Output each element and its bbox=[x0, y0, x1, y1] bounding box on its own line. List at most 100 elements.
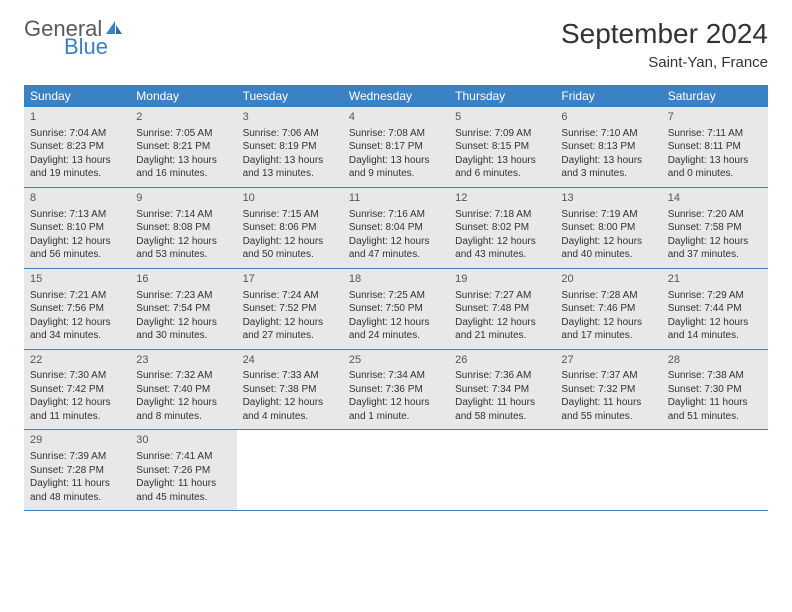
sunrise-line: Sunrise: 7:15 AM bbox=[243, 208, 337, 222]
daylight-line: Daylight: 12 hours and 11 minutes. bbox=[30, 396, 124, 423]
sunset-line: Sunset: 7:42 PM bbox=[30, 383, 124, 397]
day-cell: 8Sunrise: 7:13 AMSunset: 8:10 PMDaylight… bbox=[24, 188, 130, 268]
sunset-line: Sunset: 8:13 PM bbox=[561, 140, 655, 154]
daylight-line: Daylight: 12 hours and 56 minutes. bbox=[30, 235, 124, 262]
calendar-week: 1Sunrise: 7:04 AMSunset: 8:23 PMDaylight… bbox=[24, 107, 768, 188]
day-cell: 18 Sunrise: 7:25 AMSunset: 7:50 PMDayligh… bbox=[343, 269, 449, 349]
day-header: Wednesday bbox=[343, 85, 449, 107]
day-cell: 25Sunrise: 7:34 AMSunset: 7:36 PMDayligh… bbox=[343, 350, 449, 430]
sunrise-line: Sunrise: 7:30 AM bbox=[30, 369, 124, 383]
daylight-line: Daylight: 12 hours and 24 minutes. bbox=[349, 316, 443, 343]
day-number: 30 bbox=[136, 433, 230, 448]
day-cell: 27Sunrise: 7:37 AMSunset: 7:32 PMDayligh… bbox=[555, 350, 661, 430]
header: GeneralBlue September 2024 Saint-Yan, Fr… bbox=[24, 18, 768, 71]
sunrise-line: Sunrise: 7:21 AM bbox=[30, 289, 124, 303]
sunset-line: Sunset: 7:38 PM bbox=[243, 383, 337, 397]
month-title: September 2024 bbox=[561, 18, 768, 50]
day-number: 14 bbox=[668, 191, 762, 206]
sunrise-line: Sunrise: 7:34 AM bbox=[349, 369, 443, 383]
day-cell: 26Sunrise: 7:36 AMSunset: 7:34 PMDayligh… bbox=[449, 350, 555, 430]
sunset-line: Sunset: 7:34 PM bbox=[455, 383, 549, 397]
sunset-line: Sunset: 8:15 PM bbox=[455, 140, 549, 154]
sunrise-line: Sunrise: 7:16 AM bbox=[349, 208, 443, 222]
sunset-line: Sunset: 7:44 PM bbox=[668, 302, 762, 316]
day-cell: 5Sunrise: 7:09 AMSunset: 8:15 PMDaylight… bbox=[449, 107, 555, 187]
calendar: SundayMondayTuesdayWednesdayThursdayFrid… bbox=[24, 85, 768, 511]
day-cell: 14Sunrise: 7:20 AMSunset: 7:58 PMDayligh… bbox=[662, 188, 768, 268]
day-number: 16 bbox=[136, 272, 230, 287]
daylight-line: Daylight: 13 hours and 6 minutes. bbox=[455, 154, 549, 181]
title-block: September 2024 Saint-Yan, France bbox=[561, 18, 768, 71]
day-cell: 11Sunrise: 7:16 AMSunset: 8:04 PMDayligh… bbox=[343, 188, 449, 268]
day-cell: 30Sunrise: 7:41 AMSunset: 7:26 PMDayligh… bbox=[130, 430, 236, 510]
sunset-line: Sunset: 8:17 PM bbox=[349, 140, 443, 154]
sunrise-line: Sunrise: 7:11 AM bbox=[668, 127, 762, 141]
day-number: 22 bbox=[30, 353, 124, 368]
daylight-line: Daylight: 11 hours and 48 minutes. bbox=[30, 477, 124, 504]
sunrise-line: Sunrise: 7:38 AM bbox=[668, 369, 762, 383]
day-header: Sunday bbox=[24, 85, 130, 107]
day-cell: 19Sunrise: 7:27 AMSunset: 7:48 PMDayligh… bbox=[449, 269, 555, 349]
sunset-line: Sunset: 7:30 PM bbox=[668, 383, 762, 397]
day-number: 19 bbox=[455, 272, 549, 287]
calendar-week: 29Sunrise: 7:39 AMSunset: 7:28 PMDayligh… bbox=[24, 430, 768, 511]
day-number: 23 bbox=[136, 353, 230, 368]
sunset-line: Sunset: 7:50 PM bbox=[349, 302, 443, 316]
sunset-line: Sunset: 7:46 PM bbox=[561, 302, 655, 316]
sunrise-line: Sunrise: 7:37 AM bbox=[561, 369, 655, 383]
sunset-line: Sunset: 8:02 PM bbox=[455, 221, 549, 235]
daylight-line: Daylight: 12 hours and 47 minutes. bbox=[349, 235, 443, 262]
calendar-week: 22Sunrise: 7:30 AMSunset: 7:42 PMDayligh… bbox=[24, 350, 768, 431]
sunrise-line: Sunrise: 7:25 AM bbox=[349, 289, 443, 303]
day-number: 18 bbox=[349, 272, 443, 287]
daylight-line: Daylight: 12 hours and 40 minutes. bbox=[561, 235, 655, 262]
day-number: 20 bbox=[561, 272, 655, 287]
day-cell: 12Sunrise: 7:18 AMSunset: 8:02 PMDayligh… bbox=[449, 188, 555, 268]
sunrise-line: Sunrise: 7:41 AM bbox=[136, 450, 230, 464]
daylight-line: Daylight: 13 hours and 9 minutes. bbox=[349, 154, 443, 181]
day-number: 21 bbox=[668, 272, 762, 287]
day-cell: 3Sunrise: 7:06 AMSunset: 8:19 PMDaylight… bbox=[237, 107, 343, 187]
sunrise-line: Sunrise: 7:10 AM bbox=[561, 127, 655, 141]
sunset-line: Sunset: 8:00 PM bbox=[561, 221, 655, 235]
calendar-week: 15Sunrise: 7:21 AMSunset: 7:56 PMDayligh… bbox=[24, 269, 768, 350]
sunrise-line: Sunrise: 7:18 AM bbox=[455, 208, 549, 222]
day-cell: 7Sunrise: 7:11 AMSunset: 8:11 PMDaylight… bbox=[662, 107, 768, 187]
daylight-line: Daylight: 13 hours and 13 minutes. bbox=[243, 154, 337, 181]
day-number: 6 bbox=[561, 110, 655, 125]
day-number: 29 bbox=[30, 433, 124, 448]
day-number: 2 bbox=[136, 110, 230, 125]
day-cell: 15Sunrise: 7:21 AMSunset: 7:56 PMDayligh… bbox=[24, 269, 130, 349]
day-number: 4 bbox=[349, 110, 443, 125]
daylight-line: Daylight: 12 hours and 34 minutes. bbox=[30, 316, 124, 343]
day-cell: 10Sunrise: 7:15 AMSunset: 8:06 PMDayligh… bbox=[237, 188, 343, 268]
day-cell: 29Sunrise: 7:39 AMSunset: 7:28 PMDayligh… bbox=[24, 430, 130, 510]
day-cell: 24Sunrise: 7:33 AMSunset: 7:38 PMDayligh… bbox=[237, 350, 343, 430]
sunrise-line: Sunrise: 7:32 AM bbox=[136, 369, 230, 383]
day-number: 9 bbox=[136, 191, 230, 206]
day-cell: 17Sunrise: 7:24 AMSunset: 7:52 PMDayligh… bbox=[237, 269, 343, 349]
sunrise-line: Sunrise: 7:28 AM bbox=[561, 289, 655, 303]
sunset-line: Sunset: 7:58 PM bbox=[668, 221, 762, 235]
day-number: 27 bbox=[561, 353, 655, 368]
sunset-line: Sunset: 8:04 PM bbox=[349, 221, 443, 235]
sunset-line: Sunset: 7:54 PM bbox=[136, 302, 230, 316]
day-cell: 9Sunrise: 7:14 AMSunset: 8:08 PMDaylight… bbox=[130, 188, 236, 268]
daylight-line: Daylight: 12 hours and 14 minutes. bbox=[668, 316, 762, 343]
sunrise-line: Sunrise: 7:29 AM bbox=[668, 289, 762, 303]
daylight-line: Daylight: 12 hours and 50 minutes. bbox=[243, 235, 337, 262]
sunset-line: Sunset: 8:06 PM bbox=[243, 221, 337, 235]
day-number: 1 bbox=[30, 110, 124, 125]
daylight-line: Daylight: 12 hours and 30 minutes. bbox=[136, 316, 230, 343]
day-cell: 20Sunrise: 7:28 AMSunset: 7:46 PMDayligh… bbox=[555, 269, 661, 349]
day-number: 15 bbox=[30, 272, 124, 287]
sunset-line: Sunset: 8:10 PM bbox=[30, 221, 124, 235]
sunrise-line: Sunrise: 7:24 AM bbox=[243, 289, 337, 303]
day-number: 25 bbox=[349, 353, 443, 368]
sunrise-line: Sunrise: 7:20 AM bbox=[668, 208, 762, 222]
sunset-line: Sunset: 8:21 PM bbox=[136, 140, 230, 154]
daylight-line: Daylight: 13 hours and 3 minutes. bbox=[561, 154, 655, 181]
sunrise-line: Sunrise: 7:14 AM bbox=[136, 208, 230, 222]
day-cell: 1Sunrise: 7:04 AMSunset: 8:23 PMDaylight… bbox=[24, 107, 130, 187]
day-number: 28 bbox=[668, 353, 762, 368]
